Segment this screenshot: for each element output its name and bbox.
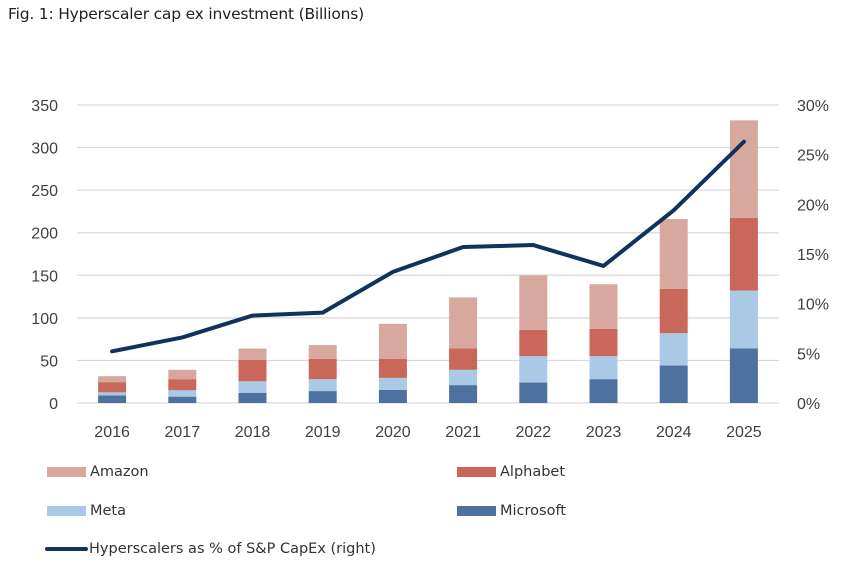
bar-alphabet-2022	[519, 329, 548, 357]
legend-label-meta: Meta	[90, 503, 127, 519]
legend-swatch-meta	[47, 506, 86, 516]
x-tick-label: 2016	[94, 424, 130, 441]
legend-item-line: Hyperscalers as % of S&P CapEx (right)	[45, 541, 376, 557]
bar-alphabet-2017	[168, 379, 197, 391]
legend-swatch-amazon	[47, 467, 86, 477]
bar-alphabet-2019	[308, 358, 337, 380]
bar-alphabet-2016	[98, 382, 127, 393]
y-tick-label: 300	[31, 141, 58, 158]
y-tick-label: 350	[31, 98, 58, 115]
y2-tick-label: 25%	[797, 148, 829, 165]
y2-tick-label: 30%	[797, 98, 829, 115]
legend-item-microsoft: Microsoft	[457, 503, 566, 519]
bar-amazon-2020	[378, 323, 407, 359]
bar-microsoft-2018	[238, 392, 267, 403]
bar-microsoft-2019	[308, 391, 337, 403]
y2-tick-label: 0%	[797, 396, 820, 413]
x-tick-label: 2017	[165, 424, 201, 441]
bar-amazon-2019	[308, 345, 337, 359]
bar-alphabet-2024	[659, 288, 688, 334]
bar-microsoft-2024	[659, 365, 688, 403]
legend-label-amazon: Amazon	[90, 464, 149, 480]
y-tick-label: 100	[31, 311, 58, 328]
bar-alphabet-2020	[378, 358, 407, 378]
y2-tick-label: 5%	[797, 346, 820, 363]
x-tick-label: 2020	[375, 424, 411, 441]
y-tick-label: 50	[40, 353, 58, 370]
bar-meta-2017	[168, 390, 197, 397]
bar-amazon-2024	[659, 219, 688, 289]
legend-swatch-microsoft	[457, 506, 496, 516]
bar-microsoft-2016	[98, 395, 127, 403]
legend-label-microsoft: Microsoft	[500, 503, 566, 519]
y2-tick-label: 10%	[797, 297, 829, 314]
bar-meta-2020	[378, 377, 407, 390]
bar-amazon-2018	[238, 348, 267, 361]
legend-item-amazon: Amazon	[47, 464, 149, 480]
y-axis-right: 0% 5% 10% 15% 20% 25% 30%	[797, 98, 829, 413]
x-tick-label: 2018	[235, 424, 271, 441]
legend-label-line: Hyperscalers as % of S&P CapEx (right)	[89, 541, 376, 557]
legend-swatch-alphabet	[457, 467, 496, 477]
bar-meta-2019	[308, 379, 337, 392]
x-tick-label: 2024	[656, 424, 692, 441]
y2-tick-label: 15%	[797, 247, 829, 264]
line-series	[110, 139, 746, 354]
y-tick-label: 150	[31, 268, 58, 285]
chart-title: Fig. 1: Hyperscaler cap ex investment (B…	[8, 5, 364, 23]
x-tick-label: 2021	[445, 424, 481, 441]
bar-microsoft-2022	[519, 382, 548, 403]
bar-alphabet-2021	[449, 348, 478, 370]
y-axis-left: 0 50 100 150 200 250 300 350	[31, 98, 58, 413]
bar-amazon-2022	[519, 275, 548, 330]
bar-alphabet-2025	[729, 217, 758, 291]
bar-alphabet-2018	[238, 360, 267, 382]
bar-meta-2022	[519, 356, 548, 383]
x-tick-label: 2023	[586, 424, 622, 441]
line-hyperscalers-pct	[110, 139, 746, 354]
bar-meta-2024	[659, 333, 688, 366]
bar-amazon-2025	[729, 120, 758, 218]
y2-tick-label: 20%	[797, 197, 829, 214]
bar-amazon-2023	[589, 284, 618, 329]
bar-meta-2021	[449, 369, 478, 386]
x-tick-label: 2025	[726, 424, 762, 441]
x-axis: 2016 2017 2018 2019 2020 2021 2022 2023 2024 2025	[94, 424, 761, 441]
bar-microsoft-2023	[589, 379, 618, 403]
bar-microsoft-2020	[378, 389, 407, 403]
x-tick-label: 2022	[516, 424, 552, 441]
legend-swatch-line	[45, 547, 88, 551]
bar-microsoft-2025	[729, 348, 758, 403]
bar-microsoft-2017	[168, 396, 197, 403]
legend-item-alphabet: Alphabet	[457, 464, 565, 480]
bar-amazon-2017	[168, 369, 197, 380]
y-tick-label: 0	[49, 396, 58, 413]
bar-meta-2016	[98, 392, 127, 396]
legend-label-alphabet: Alphabet	[500, 464, 566, 480]
bar-amazon-2016	[98, 376, 127, 383]
bar-alphabet-2023	[589, 328, 618, 357]
bar-meta-2018	[238, 381, 267, 393]
y-tick-label: 250	[31, 183, 58, 200]
bar-meta-2025	[729, 290, 758, 349]
y-tick-label: 200	[31, 226, 58, 243]
bars	[98, 120, 758, 403]
bar-amazon-2021	[449, 297, 478, 349]
bar-meta-2023	[589, 356, 618, 380]
legend-item-meta: Meta	[47, 503, 126, 519]
x-tick-label: 2019	[305, 424, 341, 441]
bar-microsoft-2021	[449, 385, 478, 403]
